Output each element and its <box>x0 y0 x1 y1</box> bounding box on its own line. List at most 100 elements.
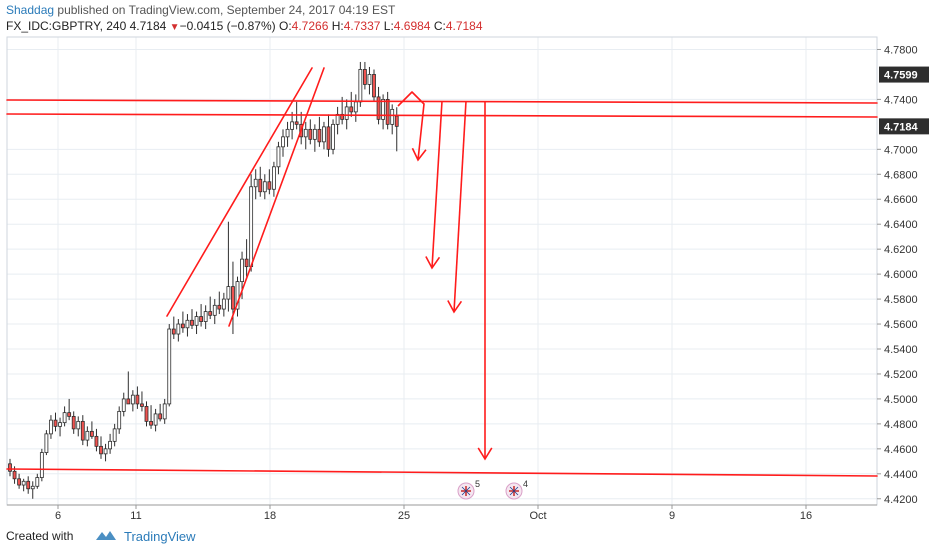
candle-down <box>376 96 381 120</box>
down-arrow-icon: ▼ <box>169 22 180 33</box>
candle-down <box>67 412 72 417</box>
candle-up <box>212 304 217 316</box>
candle-up <box>62 412 67 424</box>
tradingview-brand[interactable]: TradingView <box>124 529 196 544</box>
candle-up <box>249 186 254 268</box>
price-label: 4.7599 <box>879 66 929 83</box>
y-tick-label: 4.5400 <box>884 344 918 356</box>
candle-up <box>303 128 308 138</box>
y-tick-label: 4.7400 <box>884 94 918 106</box>
candle-up <box>253 178 258 188</box>
time-axis[interactable]: 6 11 18 25 Oct 9 16 <box>7 504 877 520</box>
price-axis[interactable]: 4.7800 4.7400 4.7000 4.6800 4.6600 4.6400 4.62… <box>877 44 929 506</box>
candle-up <box>44 433 49 453</box>
open-label: O: <box>279 19 292 33</box>
low-label: L: <box>383 19 394 33</box>
candle-up <box>353 101 358 113</box>
candle-up <box>312 128 317 140</box>
candle-down <box>17 478 22 486</box>
y-tick-label: 4.4200 <box>884 494 918 506</box>
candle-up <box>262 181 267 193</box>
ohlc-line: FX_IDC:GBPTRY, 240 4.7184 ▼−0.0415 (−0.8… <box>6 19 483 33</box>
price-label-text: 4.7184 <box>884 121 919 133</box>
y-tick-label: 4.6400 <box>884 219 918 231</box>
x-tick-label: 18 <box>264 510 276 520</box>
x-tick-label: 6 <box>55 510 61 520</box>
y-tick-label: 4.5600 <box>884 319 918 331</box>
candle-up <box>381 99 386 120</box>
candle-up <box>162 403 167 420</box>
candle-down <box>208 311 213 316</box>
chart-header: Shaddag published on TradingView.com, Se… <box>0 0 932 36</box>
candle-down <box>258 178 263 193</box>
created-with-text: Created with <box>6 529 74 543</box>
drawings[interactable] <box>6 67 878 477</box>
arrow-3 <box>453 100 467 313</box>
candle-up <box>390 108 395 125</box>
uk-flag-icon[interactable]: 5 <box>457 479 480 500</box>
candle-down <box>349 106 354 113</box>
candle-up <box>49 419 53 435</box>
candle-down <box>231 286 235 310</box>
channel-line-lower <box>228 67 325 327</box>
marker-count: 4 <box>523 479 528 489</box>
candle-up <box>331 123 335 150</box>
price-label: 4.7184 <box>879 118 929 135</box>
candle-down <box>199 316 204 322</box>
candle-up <box>281 136 285 148</box>
candle-up <box>30 485 35 490</box>
candle-up <box>285 128 290 138</box>
candle-up <box>203 311 208 322</box>
candle-down <box>8 463 12 472</box>
y-tick-label: 4.6800 <box>884 169 918 181</box>
candle-up <box>85 430 90 441</box>
candle-down <box>94 435 99 447</box>
author-link[interactable]: Shaddag <box>6 3 55 17</box>
candle-up <box>35 477 40 487</box>
tradingview-cloud-icon[interactable] <box>94 528 118 542</box>
x-tick-label: 11 <box>130 510 141 520</box>
y-tick-label: 4.4400 <box>884 469 918 481</box>
candle-up <box>76 420 81 430</box>
candle-down <box>267 181 272 190</box>
uk-flag-icon[interactable]: 4 <box>505 479 528 500</box>
arrow-2 <box>431 100 443 269</box>
candle-down <box>190 319 194 326</box>
candle-down <box>294 121 299 125</box>
candle-up <box>153 413 158 426</box>
candle-down <box>362 69 367 85</box>
candle-down <box>99 445 103 455</box>
open-value: 4.7266 <box>291 19 329 33</box>
flag-diag-b <box>461 486 471 496</box>
candle-down <box>385 99 390 125</box>
candle-up <box>108 440 112 450</box>
candle-up <box>58 422 62 427</box>
published-text: published on TradingView.com, September … <box>57 3 396 17</box>
y-tick-label: 4.5200 <box>884 369 918 381</box>
candle-down <box>244 258 249 268</box>
candle-down <box>135 394 140 405</box>
candle-up <box>117 410 122 430</box>
y-tick-label: 4.6600 <box>884 194 918 206</box>
candle-up <box>344 106 349 120</box>
close-label: C: <box>433 19 446 33</box>
candle-down <box>180 323 185 329</box>
candle-down <box>80 420 85 441</box>
high-label: H: <box>331 19 344 33</box>
candle-down <box>144 406 149 422</box>
candle-up <box>194 316 199 326</box>
candle-up <box>39 452 44 478</box>
candle-down <box>71 415 76 430</box>
high-value: 4.7337 <box>343 19 381 33</box>
arrow-1 <box>397 91 425 161</box>
candle-down <box>26 480 31 490</box>
symbol-label[interactable]: FX_IDC:GBPTRY, 240 <box>6 19 127 33</box>
marker-count: 5 <box>475 479 480 489</box>
candles <box>8 61 399 499</box>
candle-down <box>394 115 399 127</box>
y-tick-label: 4.4600 <box>884 444 918 456</box>
candle-up <box>103 448 108 455</box>
candle-down <box>158 413 163 420</box>
